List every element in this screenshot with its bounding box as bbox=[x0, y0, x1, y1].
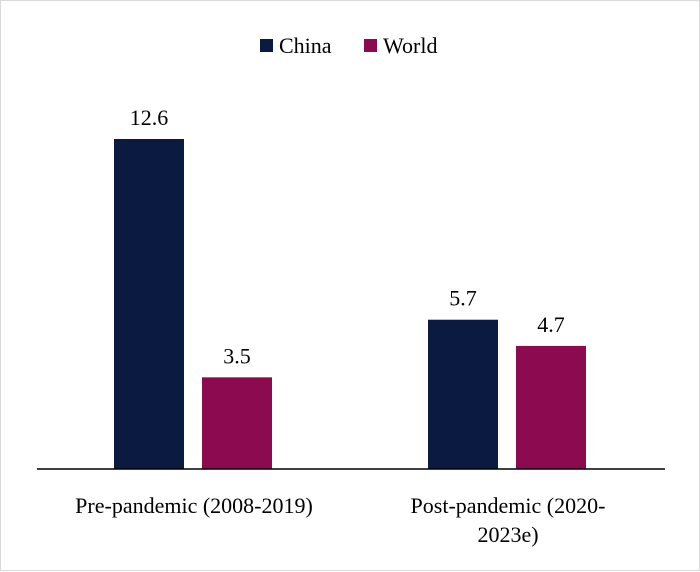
legend-swatch-china bbox=[260, 39, 273, 52]
legend-label-china: China bbox=[279, 33, 332, 58]
category-label-2-line-1: Post-pandemic (2020- bbox=[411, 493, 606, 518]
data-label-world-1: 3.5 bbox=[223, 343, 251, 368]
bar-china-1 bbox=[114, 139, 184, 469]
category-label-2-line-2: 2023e) bbox=[477, 522, 538, 547]
bars-layer bbox=[114, 139, 586, 469]
legend: China World bbox=[260, 33, 437, 58]
data-label-china-1: 12.6 bbox=[130, 105, 169, 130]
legend-swatch-world bbox=[364, 39, 377, 52]
category-label-1-line-1: Pre-pandemic (2008-2019) bbox=[75, 493, 313, 518]
bar-world-2 bbox=[516, 345, 586, 469]
legend-label-world: World bbox=[383, 33, 437, 58]
data-labels-layer: 12.6 5.7 3.5 4.7 bbox=[130, 105, 565, 368]
bar-world-1 bbox=[202, 377, 272, 469]
bar-china-2 bbox=[428, 319, 498, 469]
data-label-world-2: 4.7 bbox=[537, 312, 565, 337]
category-labels: Pre-pandemic (2008-2019) Post-pandemic (2… bbox=[75, 493, 605, 547]
data-label-china-2: 5.7 bbox=[449, 286, 477, 311]
